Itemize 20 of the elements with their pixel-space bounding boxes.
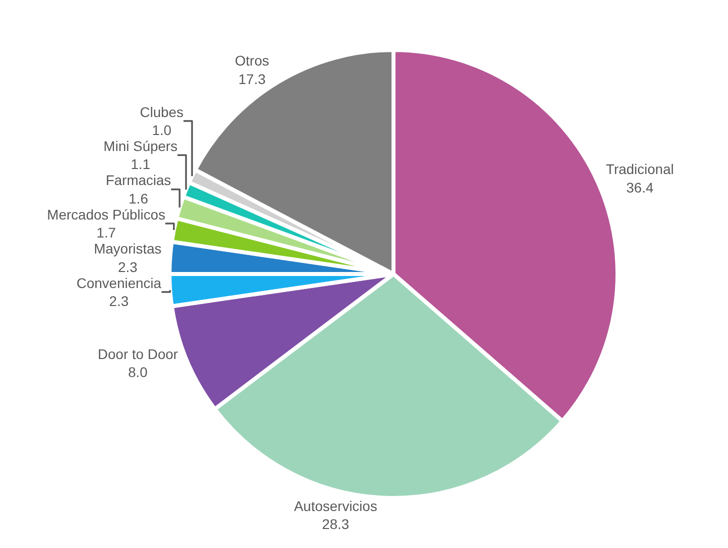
slice-label: Tradicional	[606, 161, 674, 178]
slice-label: Conveniencia	[76, 274, 162, 291]
data-label: 1.7	[96, 224, 116, 241]
slice-label: Mercados Públicos	[47, 206, 166, 222]
data-label: 17.3	[238, 70, 266, 87]
data-label: 1.0	[152, 122, 172, 138]
slice-label: Otros	[234, 52, 270, 69]
slice-label: Clubes	[140, 104, 184, 120]
data-label: 28.3	[322, 516, 350, 532]
data-label: 1.6	[128, 190, 148, 206]
slice-label: Mini Súpers	[104, 138, 178, 154]
slice-label: Mayoristas	[94, 240, 162, 257]
slice-label: Door to Door	[98, 346, 178, 362]
data-label: 8.0	[128, 364, 148, 380]
data-label: 1.1	[130, 156, 150, 172]
slice-label: Autoservicios	[294, 498, 378, 514]
data-label: 2.3	[118, 258, 138, 275]
data-label: 2.3	[109, 293, 129, 310]
slice-label: Farmacias	[106, 172, 172, 188]
data-label: 36.4	[626, 179, 654, 196]
